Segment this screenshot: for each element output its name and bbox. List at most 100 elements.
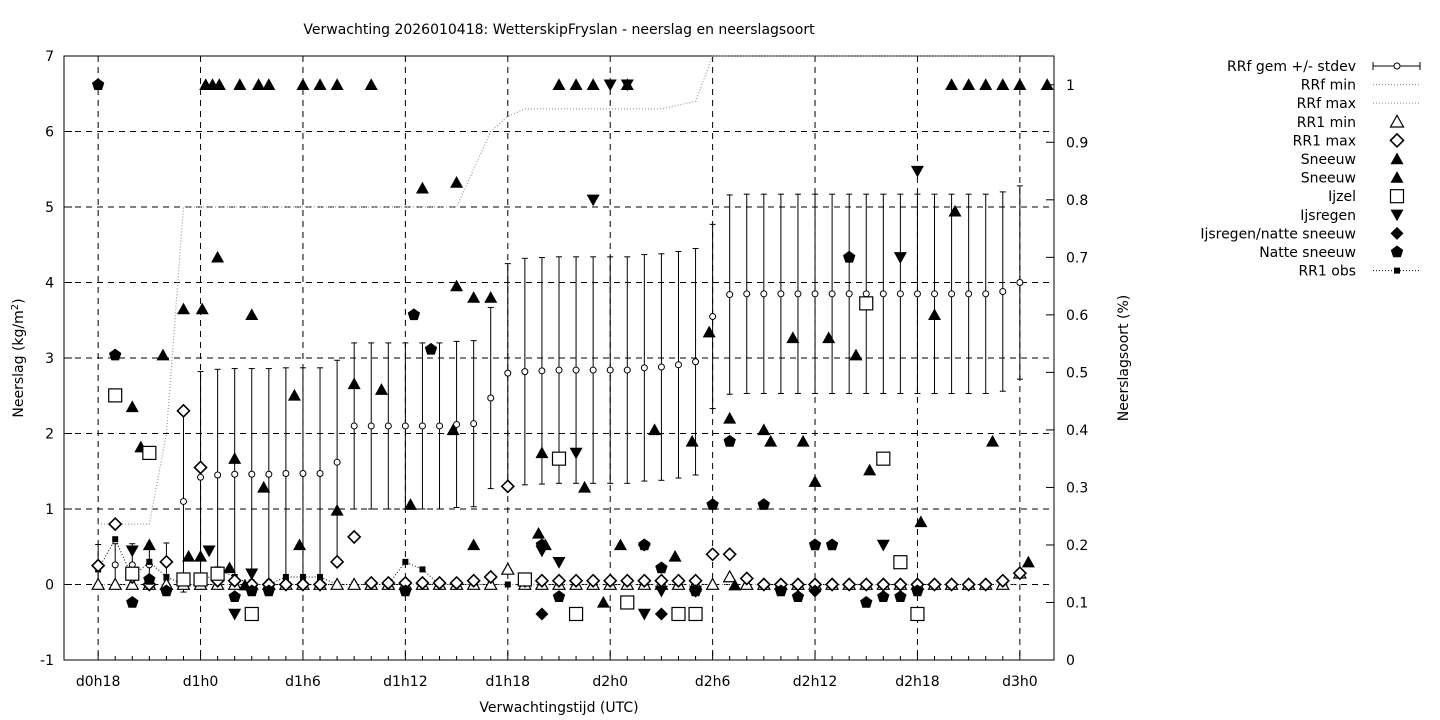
sneeuw-point (552, 78, 566, 90)
sneeuw-point (313, 78, 327, 90)
y2-tick-label: 0.3 (1066, 480, 1088, 496)
rr1-min-point (722, 569, 737, 583)
sneeuw-point (211, 250, 225, 263)
rr1-max-point (278, 577, 294, 592)
sneeuw-point (176, 302, 190, 315)
rrf-mean-point (811, 290, 819, 298)
legend-label: Sneeuw (1301, 171, 1356, 187)
rrf-mean-point (179, 497, 187, 505)
ijzel-point (551, 451, 567, 466)
rrf-mean-point (606, 366, 614, 374)
ijsregen-point (620, 79, 634, 92)
rr1-max-point (364, 575, 379, 591)
sneeuw-point (535, 446, 549, 459)
rr1-max-point (722, 547, 737, 562)
rrf-mean-point (845, 290, 853, 298)
ijzel-point (620, 595, 635, 610)
ijzel-point (688, 606, 703, 622)
rr1-max-point (1012, 566, 1027, 581)
sneeuw-point (374, 383, 388, 395)
natte-sneeuw-point (407, 308, 421, 321)
rrf-mean-point (487, 394, 495, 402)
sneeuw-point (948, 204, 962, 217)
natte-sneeuw-point (160, 584, 173, 597)
x-tick-label: d1h6 (285, 674, 321, 690)
sneeuw-point (195, 302, 209, 315)
rrf-mean-point (931, 290, 939, 298)
legend-label: RRf gem +/- stdev (1227, 59, 1356, 75)
rr1-min-point (347, 577, 362, 590)
y-tick-label: -1 (40, 653, 54, 669)
rrf-mean-point (982, 290, 990, 298)
natte-sneeuw-point (860, 596, 873, 608)
rr1-obs-point (299, 573, 306, 580)
sneeuw-point (822, 331, 836, 344)
legend-marker (1390, 226, 1404, 240)
natte-sneeuw-point (552, 590, 566, 602)
legend-label: RRf max (1297, 96, 1356, 112)
natte-sneeuw-point (92, 78, 105, 90)
sneeuw-point (194, 549, 208, 562)
natte-sneeuw-point (399, 584, 412, 597)
ijzel-point (210, 566, 225, 581)
rr1-max-point (329, 554, 345, 569)
rrf-mean-point (589, 366, 597, 374)
rr1-max-point (756, 577, 771, 592)
x-tick-label: d2h12 (793, 674, 837, 690)
rr1-obs-point (419, 566, 426, 573)
legend-label: Sneeuw (1301, 152, 1356, 168)
natte-sneeuw-point (757, 498, 770, 510)
natte-sneeuw-point (424, 342, 438, 355)
legend-marker (1390, 171, 1404, 183)
rr1-max-point (483, 569, 498, 585)
rrf-mean-point (657, 363, 665, 371)
natte-sneeuw-point (245, 584, 258, 597)
rr1-max-point (978, 577, 993, 592)
sneeuw-point (223, 561, 237, 574)
y-axis-label: Neerslag (kg/m2) (10, 298, 28, 417)
sneeuw-point (586, 78, 600, 90)
ijsregen-point (586, 194, 600, 207)
sneeuw-point (757, 423, 771, 436)
series (91, 55, 1054, 622)
x-tick-label: d1h18 (486, 674, 530, 690)
y2-tick-label: 0.6 (1066, 308, 1088, 324)
rr1-obs-point (317, 573, 324, 580)
sneeuw-point (446, 423, 460, 436)
sneeuw-point (347, 377, 361, 390)
rrf-mean-point (401, 422, 409, 430)
x-tick-label: d2h6 (695, 674, 731, 690)
sneeuw-point (450, 279, 464, 292)
ijsregen-point (637, 608, 651, 621)
sneeuw-point (849, 348, 863, 361)
sneeuw-point (945, 78, 959, 90)
sneeuw-point (296, 78, 310, 90)
rr1-max-point (944, 577, 959, 592)
rr1-min-point (91, 577, 106, 590)
legend-marker (1390, 152, 1404, 165)
sneeuw-point (484, 291, 498, 303)
rrf-mean-point (743, 290, 751, 298)
y2-tick-label: 0.2 (1066, 538, 1088, 554)
y2-tick-label: 0 (1066, 653, 1075, 669)
sneeuw-point (257, 480, 271, 493)
legend-label: Ijsregen/natte sneeuw (1200, 226, 1356, 242)
rrf-mean-point (299, 470, 307, 478)
legend: RRf gem +/- stdev RRf min RRf max RR1 min RR… (1200, 59, 1421, 280)
y-tick-label: 3 (45, 351, 54, 367)
rr1-max-point (705, 547, 720, 562)
sneeuw-point (330, 78, 344, 90)
ijsregen-natte-sneeuw-point (535, 607, 549, 621)
rr1-max-point (568, 573, 584, 588)
rrf-mean-point (896, 290, 904, 298)
axes: -1 0 1 2 3 4 5 6 7 0 0.1 0.2 0.3 0.4 0.5 0.6 0.7 0.8 0.9 1 d… (40, 49, 1088, 690)
rr1-max-point (739, 571, 754, 586)
rrf-mean-point (879, 290, 887, 298)
natte-sneeuw-point (894, 590, 907, 602)
ijzel-point (568, 606, 584, 622)
rr1-max-point (312, 577, 328, 592)
legend-label: Ijsregen (1300, 208, 1356, 224)
sneeuw-point (569, 78, 583, 90)
y-axis-label-sup: 2 (10, 304, 21, 310)
legend-marker (1390, 245, 1404, 258)
